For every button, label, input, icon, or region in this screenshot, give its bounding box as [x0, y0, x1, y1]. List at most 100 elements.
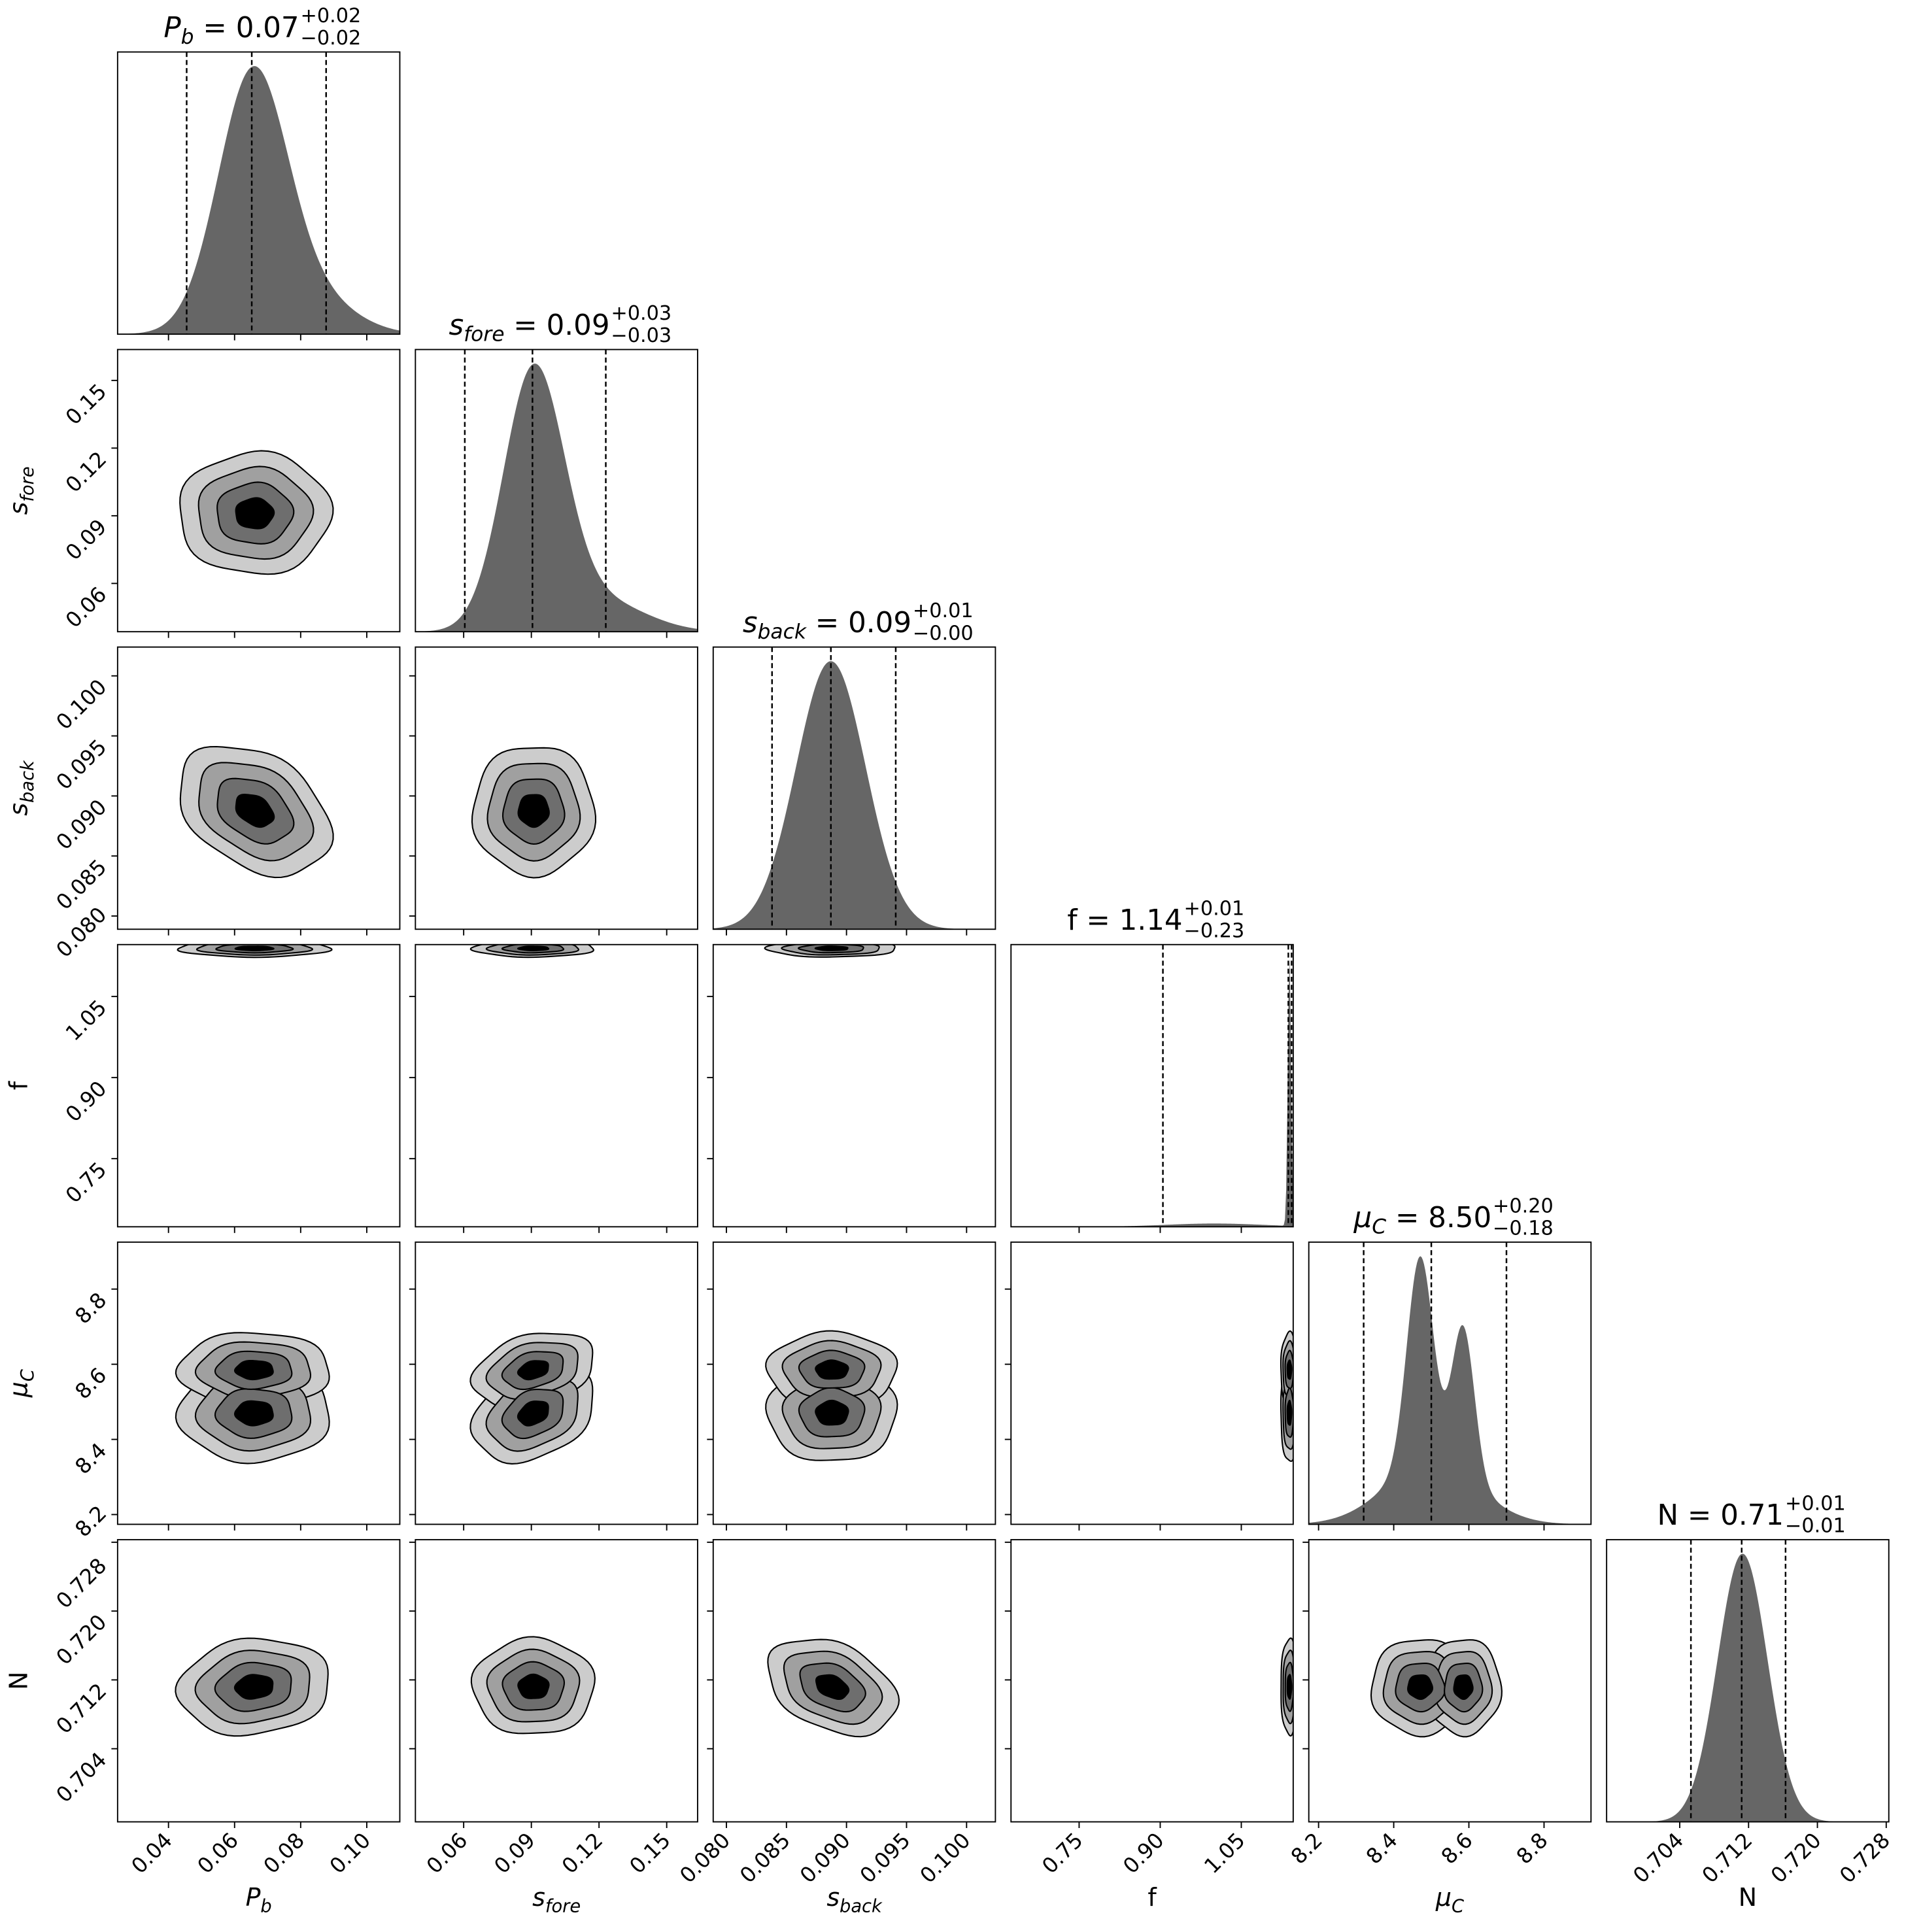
title-value: 0.09	[848, 607, 911, 639]
title-equals: =	[1386, 1202, 1428, 1234]
y-tick-label: 8.2	[70, 1500, 111, 1542]
x-axis-label-mu_C-subscript: C	[1452, 1897, 1464, 1917]
contour-level-0.5-sigma	[1407, 1674, 1434, 1701]
x-axis-label-s_back-symbol: s	[826, 1883, 840, 1912]
title-lower-error: −0.23	[1183, 919, 1244, 942]
title-value: 0.07	[236, 12, 299, 44]
panel-content	[764, 944, 896, 958]
y-tick-label: 0.15	[61, 379, 112, 430]
x-axis-label-N: N	[1739, 1883, 1757, 1912]
x-tick-label: 0.080	[675, 1828, 735, 1888]
title-symbol: N	[1658, 1499, 1679, 1532]
panel-content	[117, 52, 400, 335]
panel-content	[470, 1636, 596, 1735]
panel-frame	[415, 646, 698, 930]
x-axis-label-s_fore: sfore	[532, 1883, 581, 1916]
y-tick-label: 0.712	[51, 1678, 111, 1738]
y-axis-label-mu_C: μC	[5, 1369, 38, 1398]
y-axis-label-mu_C-subscript: C	[18, 1369, 38, 1381]
title-upper-error: +0.01	[913, 600, 974, 622]
y-tick-label: 0.100	[51, 674, 111, 734]
panel-frame	[1606, 1538, 1890, 1823]
contour-level-0.5-sigma	[233, 1359, 274, 1381]
panel-frame	[712, 943, 996, 1228]
panel-frame	[1010, 943, 1294, 1228]
panel-content	[469, 944, 594, 958]
x-axis-label-Pb-subscript: b	[260, 1897, 271, 1917]
x-axis-label-s_fore-symbol: s	[532, 1883, 545, 1912]
y-tick-label: 8.6	[70, 1363, 111, 1404]
title-symbol: f	[1067, 904, 1078, 937]
histogram-panel-mu_C: μC = 8.50 +0.20−0.18	[1308, 1195, 1592, 1531]
panel-title-s_fore: sfore = 0.09	[449, 309, 609, 346]
y-tick-label: 0.728	[51, 1553, 111, 1614]
y-axis-label-s_back-subscript: back	[18, 760, 38, 803]
x-tick-label: 0.720	[1766, 1828, 1826, 1888]
contour-level-0.5-sigma	[517, 945, 550, 951]
panel-content	[1308, 1242, 1591, 1525]
y-tick-label: 0.75	[61, 1157, 112, 1208]
x-tick-label: 0.75	[1037, 1828, 1088, 1879]
title-upper-error: +0.03	[611, 302, 672, 325]
title-symbol: s	[743, 607, 758, 639]
contour-panel-Pb-vs-mu_C: 8.2 8.4 8.6 8.8	[70, 1241, 401, 1542]
contour-panel-s_fore-vs-f	[409, 943, 698, 1233]
title-equals: =	[1678, 1499, 1720, 1532]
x-tick-label: 8.4	[1361, 1828, 1402, 1869]
histogram-panel-s_back: sback = 0.09 +0.01−0.00	[712, 600, 996, 936]
panel-content	[1011, 944, 1293, 1227]
panel-content	[179, 450, 334, 575]
contour-level-0.5-sigma	[1286, 1399, 1293, 1426]
panel-content	[1280, 1330, 1293, 1463]
title-symbol: μ	[1353, 1202, 1372, 1234]
title-equals: =	[806, 607, 848, 639]
contour-level-0.5-sigma	[1286, 1674, 1293, 1700]
y-axis-label-s_fore: sfore	[5, 466, 38, 515]
panel-content	[1370, 1639, 1503, 1738]
y-tick-label: 1.05	[61, 995, 112, 1046]
title-lower-error: −0.01	[1785, 1515, 1846, 1538]
title-symbol: P	[163, 12, 181, 44]
x-axis-label-s_fore-subscript: fore	[545, 1897, 581, 1917]
x-axis-label-mu_C-symbol: μ	[1435, 1883, 1452, 1912]
y-tick-label: 0.720	[51, 1610, 111, 1670]
y-tick-label: 8.8	[70, 1287, 111, 1329]
panel-title-N: N = 0.71	[1658, 1499, 1784, 1532]
panel-frame	[415, 1538, 698, 1823]
panel-frame	[1308, 1538, 1592, 1823]
contour-panel-Pb-vs-s_fore: 0.06 0.09 0.12 0.15	[61, 348, 401, 638]
contour-level-0.5-sigma	[235, 497, 275, 530]
x-axis-label-N-symbol: N	[1739, 1883, 1757, 1912]
x-axis-label-Pb-symbol: P	[246, 1883, 261, 1912]
x-tick-label: 0.04	[126, 1828, 177, 1879]
y-tick-label: 0.09	[61, 515, 112, 566]
contour-level-0.5-sigma	[234, 945, 275, 952]
title-subscript: fore	[464, 322, 504, 346]
contour-panel-s_fore-vs-s_back	[409, 646, 698, 936]
histogram-fill	[1011, 958, 1293, 1227]
panel-frame	[116, 1538, 401, 1823]
title-value: 1.14	[1119, 904, 1183, 937]
contour-level-0.5-sigma	[814, 945, 849, 951]
panel-content	[713, 647, 992, 930]
panel-frame	[116, 1241, 401, 1525]
x-axis-label-f-symbol: f	[1148, 1883, 1157, 1912]
contour-level-0.5-sigma	[517, 1400, 549, 1427]
histogram-panel-s_fore: sfore = 0.09 +0.03−0.03	[415, 302, 698, 638]
x-tick-label: 0.10	[325, 1828, 376, 1879]
title-upper-error: +0.02	[300, 5, 361, 27]
title-equals: =	[504, 309, 546, 342]
x-tick-label: 1.05	[1199, 1828, 1250, 1879]
panel-content	[415, 349, 698, 632]
histogram-fill	[1606, 1553, 1889, 1822]
contour-level-0.5-sigma	[517, 1673, 550, 1699]
y-tick-label: 0.080	[51, 902, 111, 962]
y-tick-label: 0.90	[61, 1076, 112, 1127]
contour-level-0.5-sigma	[1453, 1674, 1474, 1701]
contour-level-0.5-sigma	[815, 1674, 850, 1701]
panel-frame	[415, 943, 698, 1228]
panel-content	[469, 1332, 594, 1465]
title-subscript: b	[181, 25, 194, 48]
panel-content	[175, 1332, 330, 1465]
